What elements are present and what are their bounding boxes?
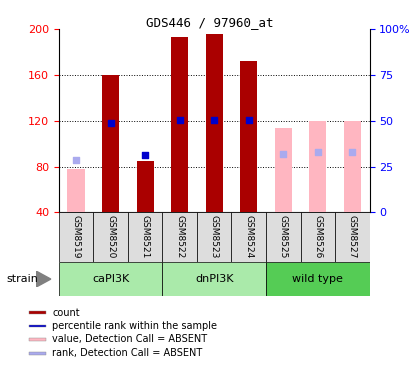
Bar [29,338,46,341]
Point [176,117,183,123]
Bar [197,212,231,262]
Text: wild type: wild type [292,274,343,284]
Bar [163,212,197,262]
Bar [29,352,46,355]
Polygon shape [36,271,51,287]
Bar [301,212,335,262]
Text: caPI3K: caPI3K [92,274,129,284]
Bar [344,121,361,212]
Bar [68,169,85,212]
Bar [309,121,326,212]
Text: GSM8521: GSM8521 [141,215,150,258]
Text: GSM8522: GSM8522 [175,215,184,258]
Bar [59,212,93,262]
Text: GSM8519: GSM8519 [71,215,81,258]
Text: GSM8525: GSM8525 [279,215,288,258]
Point [349,149,356,154]
Bar [205,34,223,212]
Point [280,151,286,157]
Bar [266,262,370,296]
Text: percentile rank within the sample: percentile rank within the sample [52,321,217,331]
Point [107,120,114,126]
Text: GSM8527: GSM8527 [348,215,357,258]
Bar [136,161,154,212]
Text: strain: strain [6,274,38,284]
Text: GSM8526: GSM8526 [313,215,322,258]
Bar [29,325,46,328]
Text: dnPI3K: dnPI3K [195,274,234,284]
Point [245,117,252,123]
Text: value, Detection Call = ABSENT: value, Detection Call = ABSENT [52,335,207,344]
Text: rank, Detection Call = ABSENT: rank, Detection Call = ABSENT [52,348,202,358]
Point [142,152,149,158]
Bar [93,212,128,262]
Bar [275,128,292,212]
Text: GDS446 / 97960_at: GDS446 / 97960_at [146,16,274,30]
Text: count: count [52,308,80,318]
Point [211,117,218,123]
Text: GSM8523: GSM8523 [210,215,219,258]
Bar [240,61,257,212]
Text: GSM8520: GSM8520 [106,215,115,258]
Bar [102,75,119,212]
Bar [171,37,188,212]
Point [315,149,321,154]
Bar [59,262,163,296]
Bar [231,212,266,262]
Bar [128,212,163,262]
Bar [29,311,46,314]
Text: GSM8524: GSM8524 [244,215,253,258]
Bar [163,262,266,296]
Point [73,157,79,163]
Bar [266,212,301,262]
Bar [335,212,370,262]
